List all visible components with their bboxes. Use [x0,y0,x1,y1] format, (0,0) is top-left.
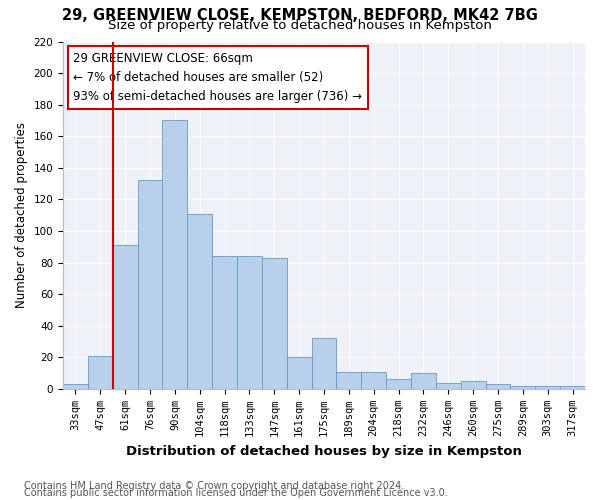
Bar [163,120,187,389]
Bar [311,338,337,389]
Bar [337,372,361,389]
Bar [461,381,485,389]
X-axis label: Distribution of detached houses by size in Kempston: Distribution of detached houses by size … [126,444,522,458]
Bar [535,386,560,389]
Bar [560,386,585,389]
Bar [187,214,212,389]
Text: Size of property relative to detached houses in Kempston: Size of property relative to detached ho… [108,18,492,32]
Bar [262,258,287,389]
Bar [237,256,262,389]
Bar [113,245,137,389]
Text: 29, GREENVIEW CLOSE, KEMPSTON, BEDFORD, MK42 7BG: 29, GREENVIEW CLOSE, KEMPSTON, BEDFORD, … [62,8,538,22]
Bar [436,382,461,389]
Bar [88,356,113,389]
Text: Contains HM Land Registry data © Crown copyright and database right 2024.: Contains HM Land Registry data © Crown c… [24,481,404,491]
Y-axis label: Number of detached properties: Number of detached properties [15,122,28,308]
Bar [411,373,436,389]
Text: 29 GREENVIEW CLOSE: 66sqm
← 7% of detached houses are smaller (52)
93% of semi-d: 29 GREENVIEW CLOSE: 66sqm ← 7% of detach… [73,52,362,103]
Bar [212,256,237,389]
Bar [63,384,88,389]
Bar [137,180,163,389]
Bar [361,372,386,389]
Bar [386,380,411,389]
Bar [287,358,311,389]
Bar [485,384,511,389]
Text: Contains public sector information licensed under the Open Government Licence v3: Contains public sector information licen… [24,488,448,498]
Bar [511,386,535,389]
